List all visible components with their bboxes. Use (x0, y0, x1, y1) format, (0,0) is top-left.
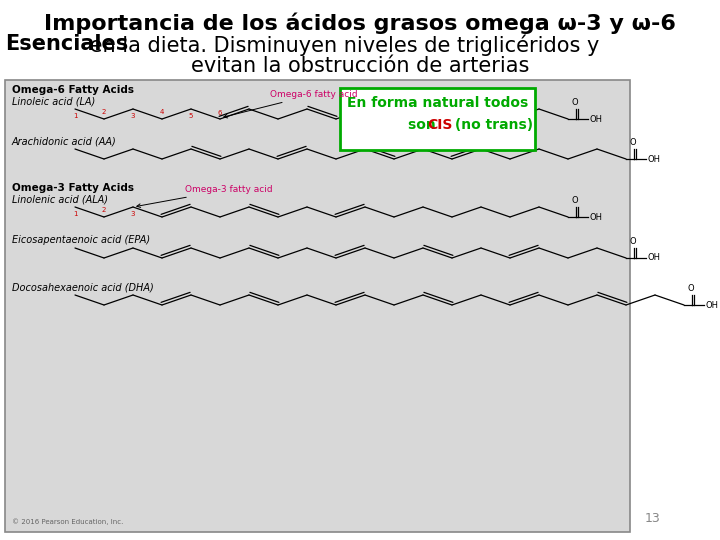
Text: OH: OH (647, 154, 660, 164)
Text: 1: 1 (73, 113, 77, 119)
Text: O: O (630, 138, 636, 147)
Text: 2: 2 (102, 207, 106, 213)
Text: O: O (630, 237, 636, 246)
Text: 4: 4 (160, 109, 164, 115)
Text: evitan la obstrucción de arterias: evitan la obstrucción de arterias (191, 56, 529, 76)
Text: Linolenic acid (ALA): Linolenic acid (ALA) (12, 194, 108, 204)
Text: 6: 6 (217, 110, 222, 116)
Text: Omega-3 Fatty Acids: Omega-3 Fatty Acids (12, 183, 134, 193)
Text: OH: OH (705, 300, 718, 309)
Text: Omega-6 fatty acid: Omega-6 fatty acid (224, 90, 358, 118)
Text: OH: OH (589, 114, 602, 124)
Text: 2: 2 (102, 109, 106, 115)
Text: O: O (572, 98, 578, 107)
Bar (5, 80, 630, 532)
Text: En forma natural todos: En forma natural todos (347, 96, 528, 110)
Text: OH: OH (589, 213, 602, 221)
Text: 13: 13 (645, 512, 661, 525)
Text: 1: 1 (73, 211, 77, 217)
Text: Eicosapentaenoic acid (EPA): Eicosapentaenoic acid (EPA) (12, 235, 150, 245)
Text: Importancia de los ácidos grasos omega ω-3 y ω-6: Importancia de los ácidos grasos omega ω… (44, 12, 676, 33)
Text: O: O (688, 284, 694, 293)
Text: Omega-3 fatty acid: Omega-3 fatty acid (137, 185, 273, 207)
Text: (no trans): (no trans) (451, 118, 534, 132)
Text: 3: 3 (131, 211, 135, 217)
Bar (340, 88, 535, 150)
Text: CIS: CIS (428, 118, 453, 132)
Text: Esenciales: Esenciales (5, 34, 128, 54)
Text: Docosahexaenoic acid (DHA): Docosahexaenoic acid (DHA) (12, 282, 154, 292)
Text: © 2016 Pearson Education, Inc.: © 2016 Pearson Education, Inc. (12, 518, 123, 525)
Text: Linoleic acid (LA): Linoleic acid (LA) (12, 96, 95, 106)
Text: son: son (408, 118, 440, 132)
Text: Omega-6 Fatty Acids: Omega-6 Fatty Acids (12, 85, 134, 95)
Text: O: O (572, 196, 578, 205)
Text: OH: OH (647, 253, 660, 262)
Text: Arachidonic acid (AA): Arachidonic acid (AA) (12, 136, 117, 146)
Text: 5: 5 (189, 113, 193, 119)
Text: 3: 3 (131, 113, 135, 119)
Text: en la dieta. Disminuyen niveles de triglicéridos y: en la dieta. Disminuyen niveles de trigl… (83, 34, 599, 56)
